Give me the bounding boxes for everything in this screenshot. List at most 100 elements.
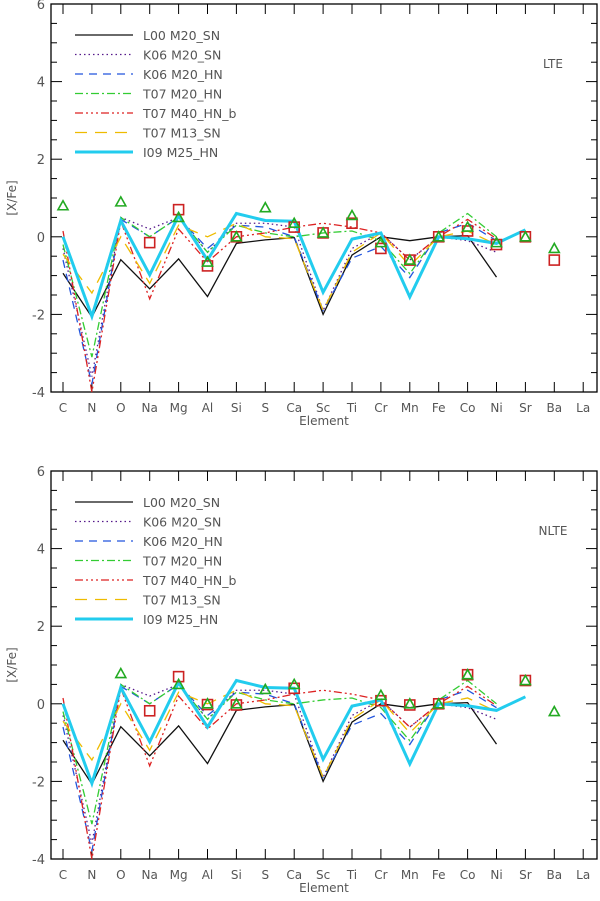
obs-square-Na xyxy=(143,704,156,717)
x-tick-label: Ca xyxy=(286,868,302,882)
x-tick-label: O xyxy=(116,401,125,415)
series-line-0 xyxy=(62,234,498,319)
y-axis-label: [X/Fe] xyxy=(5,180,19,215)
x-tick-label: Mn xyxy=(401,401,419,415)
x-tick-label: Si xyxy=(231,868,242,882)
x-tick-label: Fe xyxy=(432,401,446,415)
obs-triangle-Co xyxy=(461,668,474,680)
series-line-2 xyxy=(62,216,497,385)
x-tick-label: Co xyxy=(460,868,476,882)
panel-lte: -4 -2 0 2 4 6 C N O Na Mg Al Si S Ca Sc Ti Cr Mn Fe Co Ni Sr Ba… xyxy=(5,0,598,428)
series-line-3 xyxy=(62,679,497,825)
x-tick-label: Sc xyxy=(316,868,330,882)
legend-label: I09 M25_HN xyxy=(143,612,218,627)
x-tick-label: La xyxy=(576,868,590,882)
x-axis-label: Element xyxy=(299,414,349,428)
legend-label: K06 M20_SN xyxy=(143,515,221,530)
x-tick-label: Cr xyxy=(374,401,387,415)
y-tick-label: 2 xyxy=(37,620,45,635)
obs-triangle-O xyxy=(114,195,128,207)
x-tick-label: Al xyxy=(202,868,214,882)
x-tick-label: Al xyxy=(202,401,214,415)
x-tick-label: Mn xyxy=(401,868,419,882)
series-line-6 xyxy=(61,678,527,789)
x-tick-label: Ti xyxy=(346,868,357,882)
obs-triangle-Sr xyxy=(519,230,532,242)
obs-square-Cr xyxy=(375,242,387,255)
x-tick-label: S xyxy=(261,868,269,882)
legend-label: K06 M20_HN xyxy=(143,67,223,82)
obs-triangle-Sc xyxy=(316,226,330,238)
obs-triangle-S xyxy=(258,682,272,695)
legend-label: T07 M13_SN xyxy=(142,126,221,141)
y-tick-label: -2 xyxy=(32,308,45,323)
legend-label: L00 M20_SN xyxy=(143,495,220,510)
x-tick-label: Mg xyxy=(170,401,188,415)
legend-label: K06 M20_HN xyxy=(143,534,223,549)
obs-triangle-Mg xyxy=(172,210,185,223)
legend-label: T07 M40_HN_b xyxy=(142,106,236,121)
x-tick-label: La xyxy=(576,401,590,415)
obs-square-Mg xyxy=(172,670,185,683)
panel-label: LTE xyxy=(543,57,563,71)
obs-triangle-Fe xyxy=(432,697,446,709)
obs-square-Ti xyxy=(346,217,358,230)
series-line-3 xyxy=(62,212,497,358)
x-tick-label: Ba xyxy=(547,868,563,882)
x-tick-label: Sc xyxy=(316,401,330,415)
obs-triangle-Ca xyxy=(287,216,301,229)
x-tick-label: Na xyxy=(142,868,158,882)
x-tick-label: O xyxy=(116,868,125,882)
legend-label: I09 M25_HN xyxy=(143,145,218,160)
x-tick-label: Ba xyxy=(547,401,563,415)
x-tick-label: Fe xyxy=(432,868,446,882)
obs-triangle-Ti xyxy=(345,208,359,221)
series-line-2 xyxy=(62,683,497,852)
y-tick-label: -2 xyxy=(32,775,45,790)
series-line-4 xyxy=(62,685,497,860)
obs-triangle-O xyxy=(114,666,128,679)
x-tick-label: Cr xyxy=(374,868,387,882)
obs-square-Cr xyxy=(375,694,387,707)
obs-triangle-Sr xyxy=(519,673,532,686)
x-tick-label: Na xyxy=(142,401,158,415)
x-tick-label: Ca xyxy=(286,401,302,415)
obs-triangle-Al xyxy=(201,255,214,267)
panel-nlte: -4 -2 0 2 4 6 C N O Na Mg Al Si S Ca Sc Ti Cr Mn Fe Co Ni Sr Ba… xyxy=(5,465,598,895)
obs-square-Ni xyxy=(490,238,503,251)
y-axis-label: [X/Fe] xyxy=(5,647,19,682)
x-tick-label: Si xyxy=(231,401,242,415)
y-tick-label: 0 xyxy=(37,231,45,246)
series-line-0 xyxy=(62,701,498,786)
y-tick-label: 4 xyxy=(37,76,45,91)
obs-triangle-Si xyxy=(230,697,243,709)
obs-triangle-Cr xyxy=(374,235,388,248)
obs-triangle-Al xyxy=(201,697,214,709)
legend-label: K06 M20_SN xyxy=(143,48,221,63)
x-tick-label: S xyxy=(261,401,269,415)
obs-triangle-Ba xyxy=(547,704,561,717)
y-tick-label: 0 xyxy=(37,698,45,713)
legend-label: T07 M20_HN xyxy=(142,554,222,569)
series-line-1 xyxy=(62,683,497,844)
x-tick-label: C xyxy=(59,868,67,882)
y-tick-label: -4 xyxy=(32,386,45,401)
y-tick-label: 4 xyxy=(37,543,45,558)
obs-triangle-Ba xyxy=(547,241,561,254)
obs-triangle-C xyxy=(56,199,70,211)
y-tick-label: 6 xyxy=(37,465,45,480)
obs-triangle-Fe xyxy=(432,230,446,242)
obs-triangle-Mn xyxy=(403,253,417,265)
obs-square-Mg xyxy=(172,203,185,216)
y-tick-label: 2 xyxy=(37,153,45,168)
x-tick-label: Sr xyxy=(519,401,532,415)
series-line-6 xyxy=(61,211,527,322)
series-line-5 xyxy=(62,689,497,780)
obs-triangle-Cr xyxy=(374,688,388,701)
legend-label: T07 M20_HN xyxy=(142,87,222,102)
x-tick-label: N xyxy=(87,868,96,882)
obs-square-Ba xyxy=(548,254,561,266)
obs-triangle-Mg xyxy=(172,677,185,690)
plot-frame xyxy=(50,470,598,860)
